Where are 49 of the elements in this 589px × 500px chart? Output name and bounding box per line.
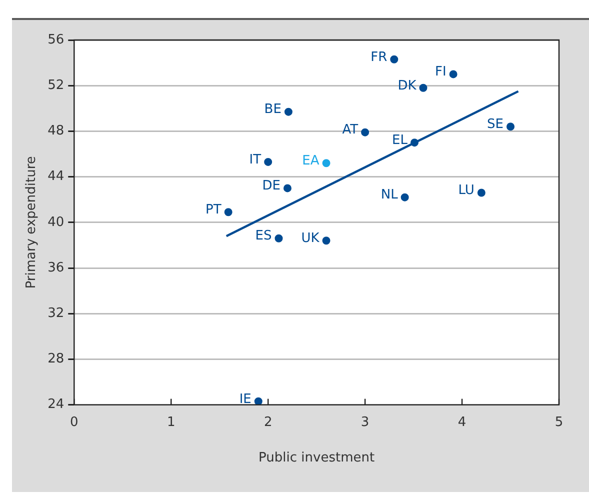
point	[390, 55, 398, 64]
point	[224, 208, 232, 216]
x-tick-label: 2	[264, 414, 272, 430]
point	[477, 188, 486, 197]
y-axis-title: Primary expenditure	[24, 156, 40, 289]
series-label: AT	[342, 122, 358, 138]
point	[410, 138, 419, 147]
series-label: EA	[302, 153, 320, 168]
x-tick-label: 0	[70, 414, 78, 430]
series-label: BE	[264, 102, 282, 118]
series-label: NL	[380, 188, 399, 203]
y-tick-label: 44	[48, 169, 64, 184]
point	[419, 84, 428, 92]
point	[400, 193, 409, 202]
point	[264, 158, 272, 166]
y-tick-label: 28	[48, 352, 64, 367]
x-tick-label: 1	[166, 414, 176, 430]
series-label: UK	[301, 231, 320, 246]
series-label: FR	[370, 50, 388, 65]
x-tick-label: 5	[554, 414, 564, 430]
x-tick-label: 4	[458, 414, 466, 430]
y-tick-label: 32	[48, 306, 64, 321]
y-tick-label: 24	[48, 397, 64, 412]
point	[254, 397, 262, 405]
series-label: DK	[398, 78, 417, 94]
point	[284, 108, 292, 116]
point	[449, 70, 458, 78]
x-axis-title: Public investment	[258, 450, 375, 466]
series-label: PT	[206, 202, 222, 218]
point	[322, 159, 330, 168]
y-tick-label: 52	[48, 78, 64, 93]
y-tick-label: 36	[48, 260, 64, 276]
x-tick-label: 3	[360, 414, 370, 430]
point	[506, 122, 515, 131]
point	[283, 184, 292, 192]
series-label: FI	[434, 64, 446, 80]
y-tick-label: 40	[48, 214, 64, 230]
series-label: IT	[249, 152, 262, 168]
y-tick-label: 48	[48, 124, 64, 139]
series-label: EL	[392, 132, 408, 148]
series-label: SE	[487, 117, 504, 132]
y-tick-label: 56	[48, 32, 64, 48]
point	[361, 128, 370, 136]
series-label: IE	[239, 392, 252, 407]
series-label: ES	[255, 228, 272, 244]
point	[274, 234, 283, 242]
point	[322, 236, 330, 245]
series-label: LU	[458, 183, 474, 198]
series-label: DE	[262, 178, 280, 194]
